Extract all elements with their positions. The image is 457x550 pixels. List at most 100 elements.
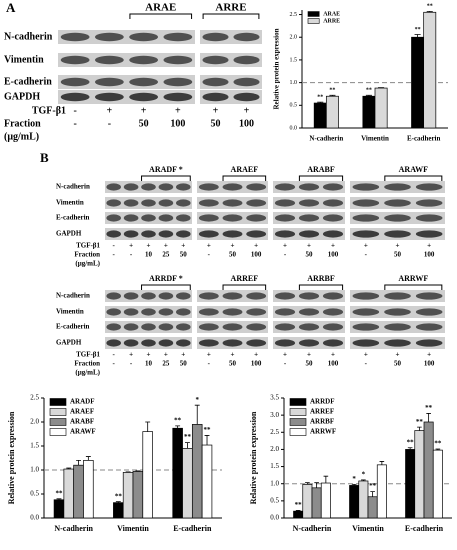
panel-label: A [6,0,16,15]
bracket-label: ARRBF [307,274,335,283]
legend-label: ARABF [70,418,94,426]
tgf-sign: + [231,242,235,250]
band [60,32,90,42]
bar [349,485,360,519]
tgf-sign: + [181,242,185,250]
band [298,339,320,347]
legend-label: ARRWF [310,428,336,436]
legend-swatch [307,11,320,17]
band [202,92,229,102]
protein-label: E-cadherin [56,214,90,222]
tgf-sign: + [427,351,431,359]
error-bar [85,456,91,461]
tgf-sign: + [129,351,133,359]
band [123,183,139,191]
dose: 100 [328,251,339,259]
dose: 50 [211,118,221,129]
bar [405,449,416,519]
tgf-sign: + [396,351,400,359]
dose: 50 [306,360,314,368]
legend-swatch [49,408,67,416]
band [129,77,159,87]
y-axis-label: Relative protein expression [273,28,281,109]
band [175,308,191,316]
band [123,323,139,331]
dose: - [130,360,133,368]
bar [53,499,65,519]
tgf-sign: + [129,242,133,250]
bracket-label: ARRDF * [149,274,183,283]
tgf-sign: + [307,242,311,250]
band [94,55,124,65]
legend-swatch [49,418,67,426]
band [352,308,380,316]
significance: ** [434,440,442,448]
treatment-label: TGF-β1 [76,242,100,250]
band [60,55,90,65]
band [163,92,193,102]
y-tick-label: 3.0 [270,411,279,419]
band [233,77,260,87]
bracket-label: ARREF [231,274,259,283]
band [246,308,267,316]
band [158,323,174,331]
band [415,214,443,222]
significance: ** [427,4,433,10]
bracket [384,175,443,181]
error-bar [66,467,72,470]
protein-label: N-cadherin [4,31,53,42]
dose: 25 [162,251,170,259]
significance: ** [366,88,372,94]
band [141,214,156,222]
band [158,214,174,222]
tgf-sign: + [207,351,211,359]
bar [142,431,153,519]
dose: - [284,251,287,259]
band [198,214,219,222]
band [129,55,159,65]
bar [325,95,339,129]
fraction-unit: (μg/mL) [75,260,100,268]
bracket [141,284,191,290]
tgf-sign: + [231,351,235,359]
y-tick-label: 1.5 [290,57,298,63]
legend-swatch [289,418,307,426]
bracket [222,284,267,290]
band [322,183,344,191]
bracket [129,13,193,19]
significance: ** [174,416,182,424]
dose: - [208,360,211,368]
band [198,292,219,300]
bracket-label: ARABF [307,165,335,174]
band [222,214,243,222]
error-bar [365,94,372,97]
fraction-unit: (μg/mL) [75,369,100,377]
tgf-sign: + [164,242,168,250]
tgf-sign: + [331,351,335,359]
band [198,339,219,347]
band [352,323,380,331]
error-bar [184,442,190,449]
band [60,77,90,87]
dose: - [113,251,116,259]
tgf-sign: + [181,351,185,359]
bar [172,427,183,519]
band [222,308,243,316]
bracket [298,284,344,290]
bar [423,11,437,129]
band [202,77,229,87]
band [233,55,260,65]
band [246,230,267,238]
error-bar [204,435,210,446]
band [384,214,411,222]
band [322,339,344,347]
error-bar [379,461,385,465]
y-tick-label: 0.0 [290,125,298,131]
band [352,292,380,300]
bracket-label: ARRE [215,2,246,14]
tgf-sign: + [147,351,151,359]
tgf-sign: + [364,351,368,359]
error-bar [329,94,336,97]
band [163,55,193,65]
bar [63,468,75,519]
